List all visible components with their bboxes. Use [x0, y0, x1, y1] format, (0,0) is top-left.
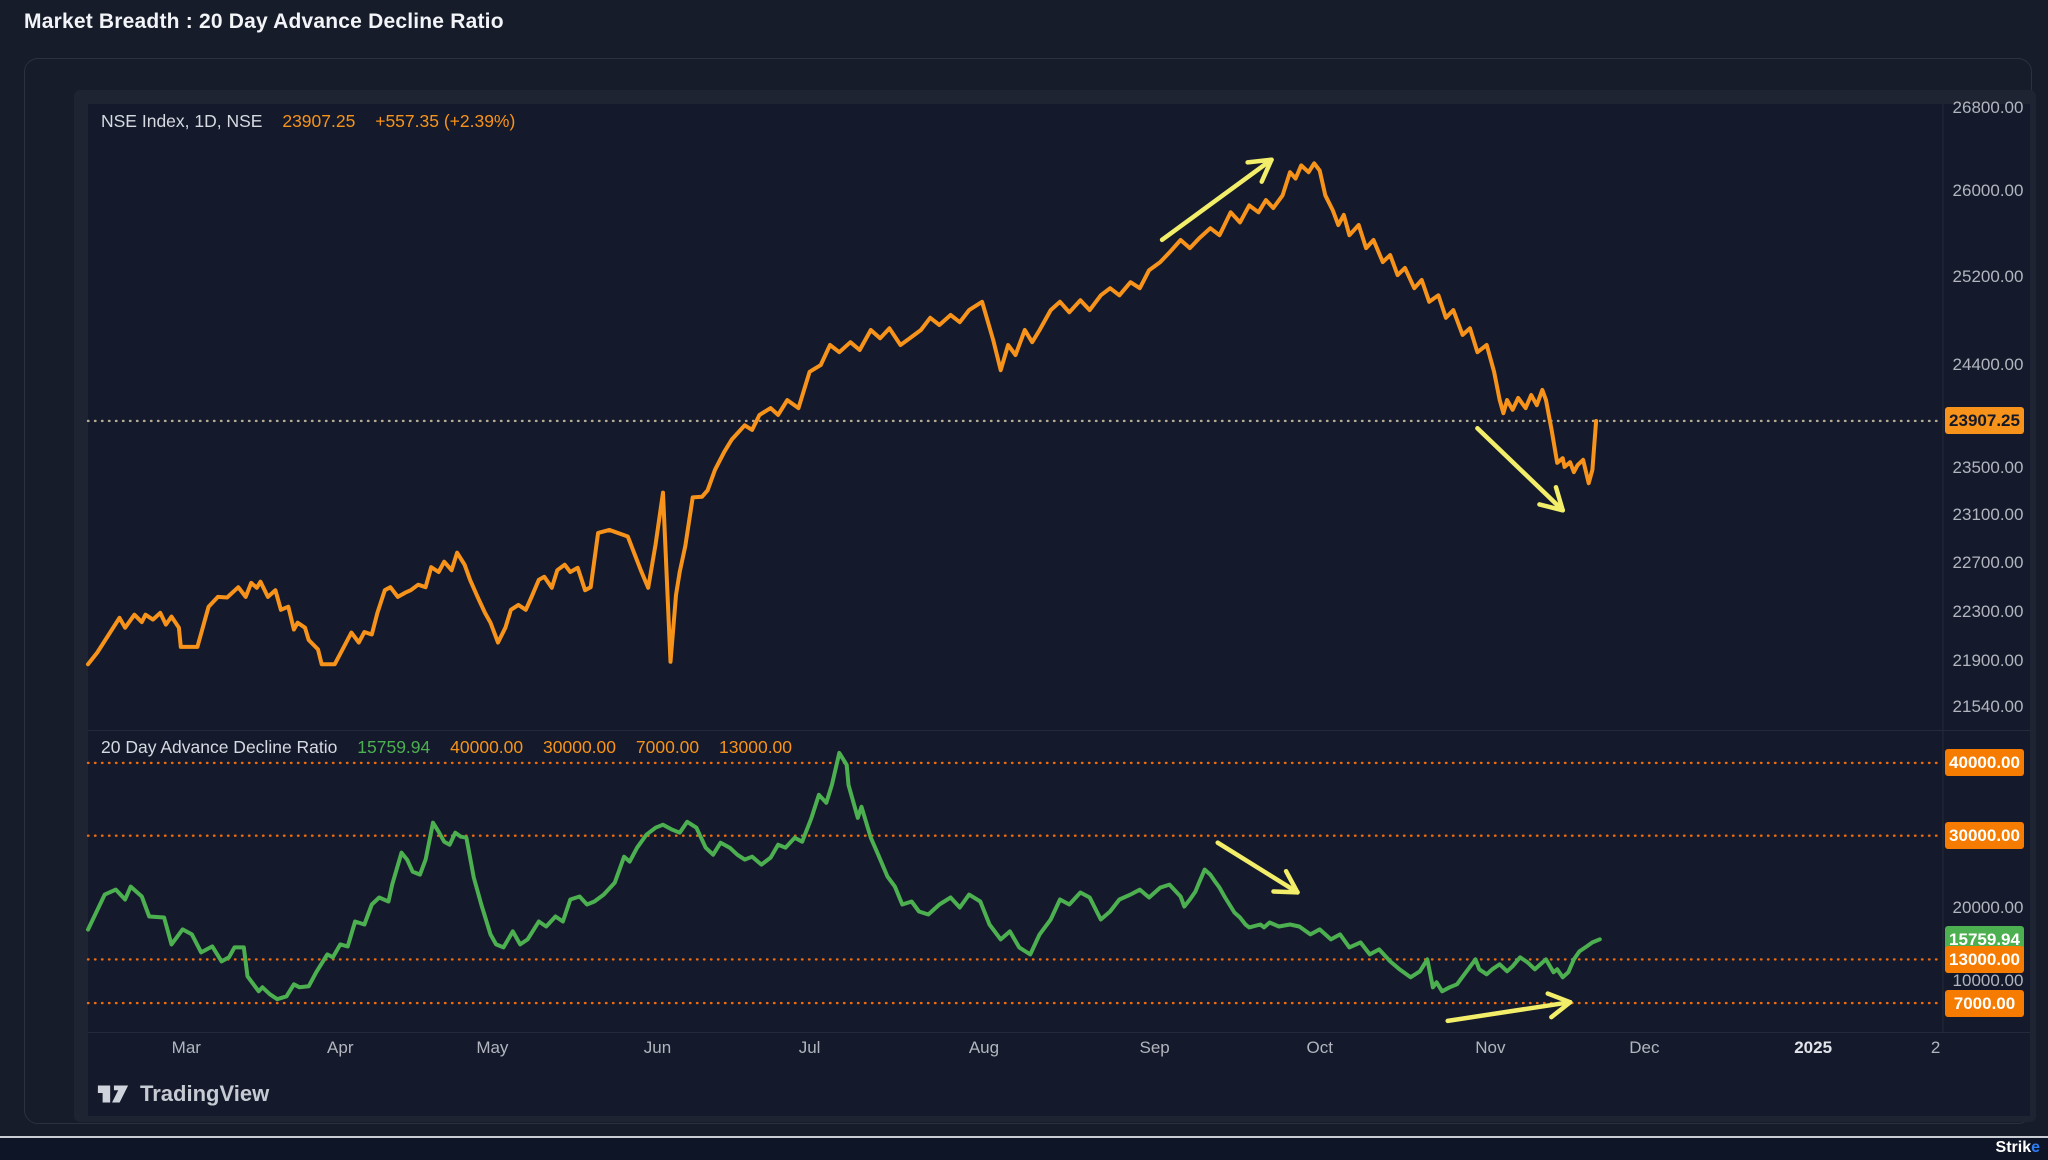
nse-index-line [86, 161, 1599, 667]
adr-last-value: 15759.94 [357, 737, 431, 757]
price-label-30000: 30000.00 [1945, 822, 2024, 850]
trend-arrow-head [1245, 157, 1274, 165]
axis-tick-24400: 24400.00 [1952, 355, 2024, 375]
symbol-change: +557.35 (+2.39%) [375, 111, 516, 131]
axis-tick-26000: 26000.00 [1952, 181, 2024, 201]
trend-arrow-head [1553, 484, 1565, 513]
time-label-2: 2 [1930, 1038, 1941, 1057]
axis-tick-26800: 26800.00 [1952, 98, 2024, 118]
indicator-title[interactable]: 20 Day Advance Decline Ratio [101, 737, 338, 757]
adr-level-value: 40000.00 [450, 737, 524, 757]
chart-background[interactable] [88, 104, 2030, 1116]
axis-tick-22300: 22300.00 [1952, 601, 2024, 621]
price-label-13000: 13000.00 [1945, 945, 2024, 973]
axis-tick-21540: 21540.00 [1952, 696, 2024, 716]
time-label-Nov: Nov [1475, 1038, 1506, 1057]
page-title: Market Breadth : 20 Day Advance Decline … [24, 10, 504, 33]
time-label-Sep: Sep [1139, 1038, 1170, 1057]
axis-tick-25200: 25200.00 [1952, 266, 2024, 286]
adr-line [86, 750, 1602, 1002]
price-label-40000: 40000.00 [1945, 749, 2024, 777]
time-label-Jul: Jul [798, 1038, 821, 1057]
time-axis[interactable]: Mar Apr May Jun Jul Aug Sep Oct Nov Dec 2025 2 [88, 1033, 1943, 1065]
price-pane-legend[interactable]: NSE Index, 1D, NSE 23907.25 +557.35 (+2.… [101, 111, 515, 132]
price-label-23907.25: 23907.25 [1945, 407, 2024, 435]
trend-arrow [1215, 840, 1300, 895]
adr-level-value: 7000.00 [635, 737, 700, 757]
time-label-Mar: Mar [171, 1038, 201, 1057]
price-label-7000: 7000.00 [1945, 989, 2024, 1017]
symbol-last-price: 23907.25 [282, 111, 356, 131]
strike-logo-text: Strik [1995, 1139, 2032, 1156]
trend-arrow-head [1283, 868, 1300, 895]
axis-tick-21900: 21900.00 [1952, 651, 2024, 671]
adr-pane-legend[interactable]: 20 Day Advance Decline Ratio 15759.94 40… [101, 737, 792, 758]
tradingview-label: TradingView [140, 1081, 270, 1106]
trend-arrow-head [1545, 991, 1573, 1005]
strike-logo[interactable]: Strike [1996, 1139, 2040, 1157]
axis-tick-20000: 20000.00 [1952, 898, 2024, 918]
trend-arrow-head [1537, 502, 1565, 513]
time-label-2025: 2025 [1794, 1038, 1833, 1057]
symbol-title[interactable]: NSE Index, 1D, NSE [101, 111, 263, 131]
adr-level-value: 13000.00 [719, 737, 793, 757]
price-axis[interactable]: 26800.00 26000.00 25200.00 24400.00 23500.00… [1944, 0, 2032, 1160]
time-label-Dec: Dec [1629, 1038, 1660, 1057]
tradingview-logo-icon [97, 1085, 129, 1103]
time-label-Oct: Oct [1306, 1038, 1333, 1057]
time-label-May: May [476, 1038, 509, 1057]
strike-logo-accent: e [2031, 1139, 2040, 1156]
time-label-Aug: Aug [968, 1038, 1000, 1057]
trend-arrow-head [1549, 999, 1573, 1020]
trend-arrow [1475, 426, 1565, 513]
axis-tick-22700: 22700.00 [1952, 552, 2024, 572]
time-label-Apr: Apr [327, 1038, 354, 1057]
bottom-separator [0, 1136, 2048, 1138]
trend-arrow [1159, 157, 1274, 243]
trend-arrow [1445, 999, 1573, 1024]
axis-tick-23100: 23100.00 [1952, 505, 2024, 525]
bottom-strip: Strike [0, 1138, 2048, 1160]
tradingview-attribution[interactable]: TradingView [96, 1080, 269, 1108]
axis-tick-10000: 10000.00 [1952, 971, 2024, 991]
axis-tick-23500: 23500.00 [1952, 458, 2024, 478]
trend-arrow-head [1259, 157, 1274, 184]
time-label-Jun: Jun [643, 1038, 672, 1057]
trend-arrow-head [1271, 889, 1300, 895]
adr-level-value: 30000.00 [543, 737, 617, 757]
